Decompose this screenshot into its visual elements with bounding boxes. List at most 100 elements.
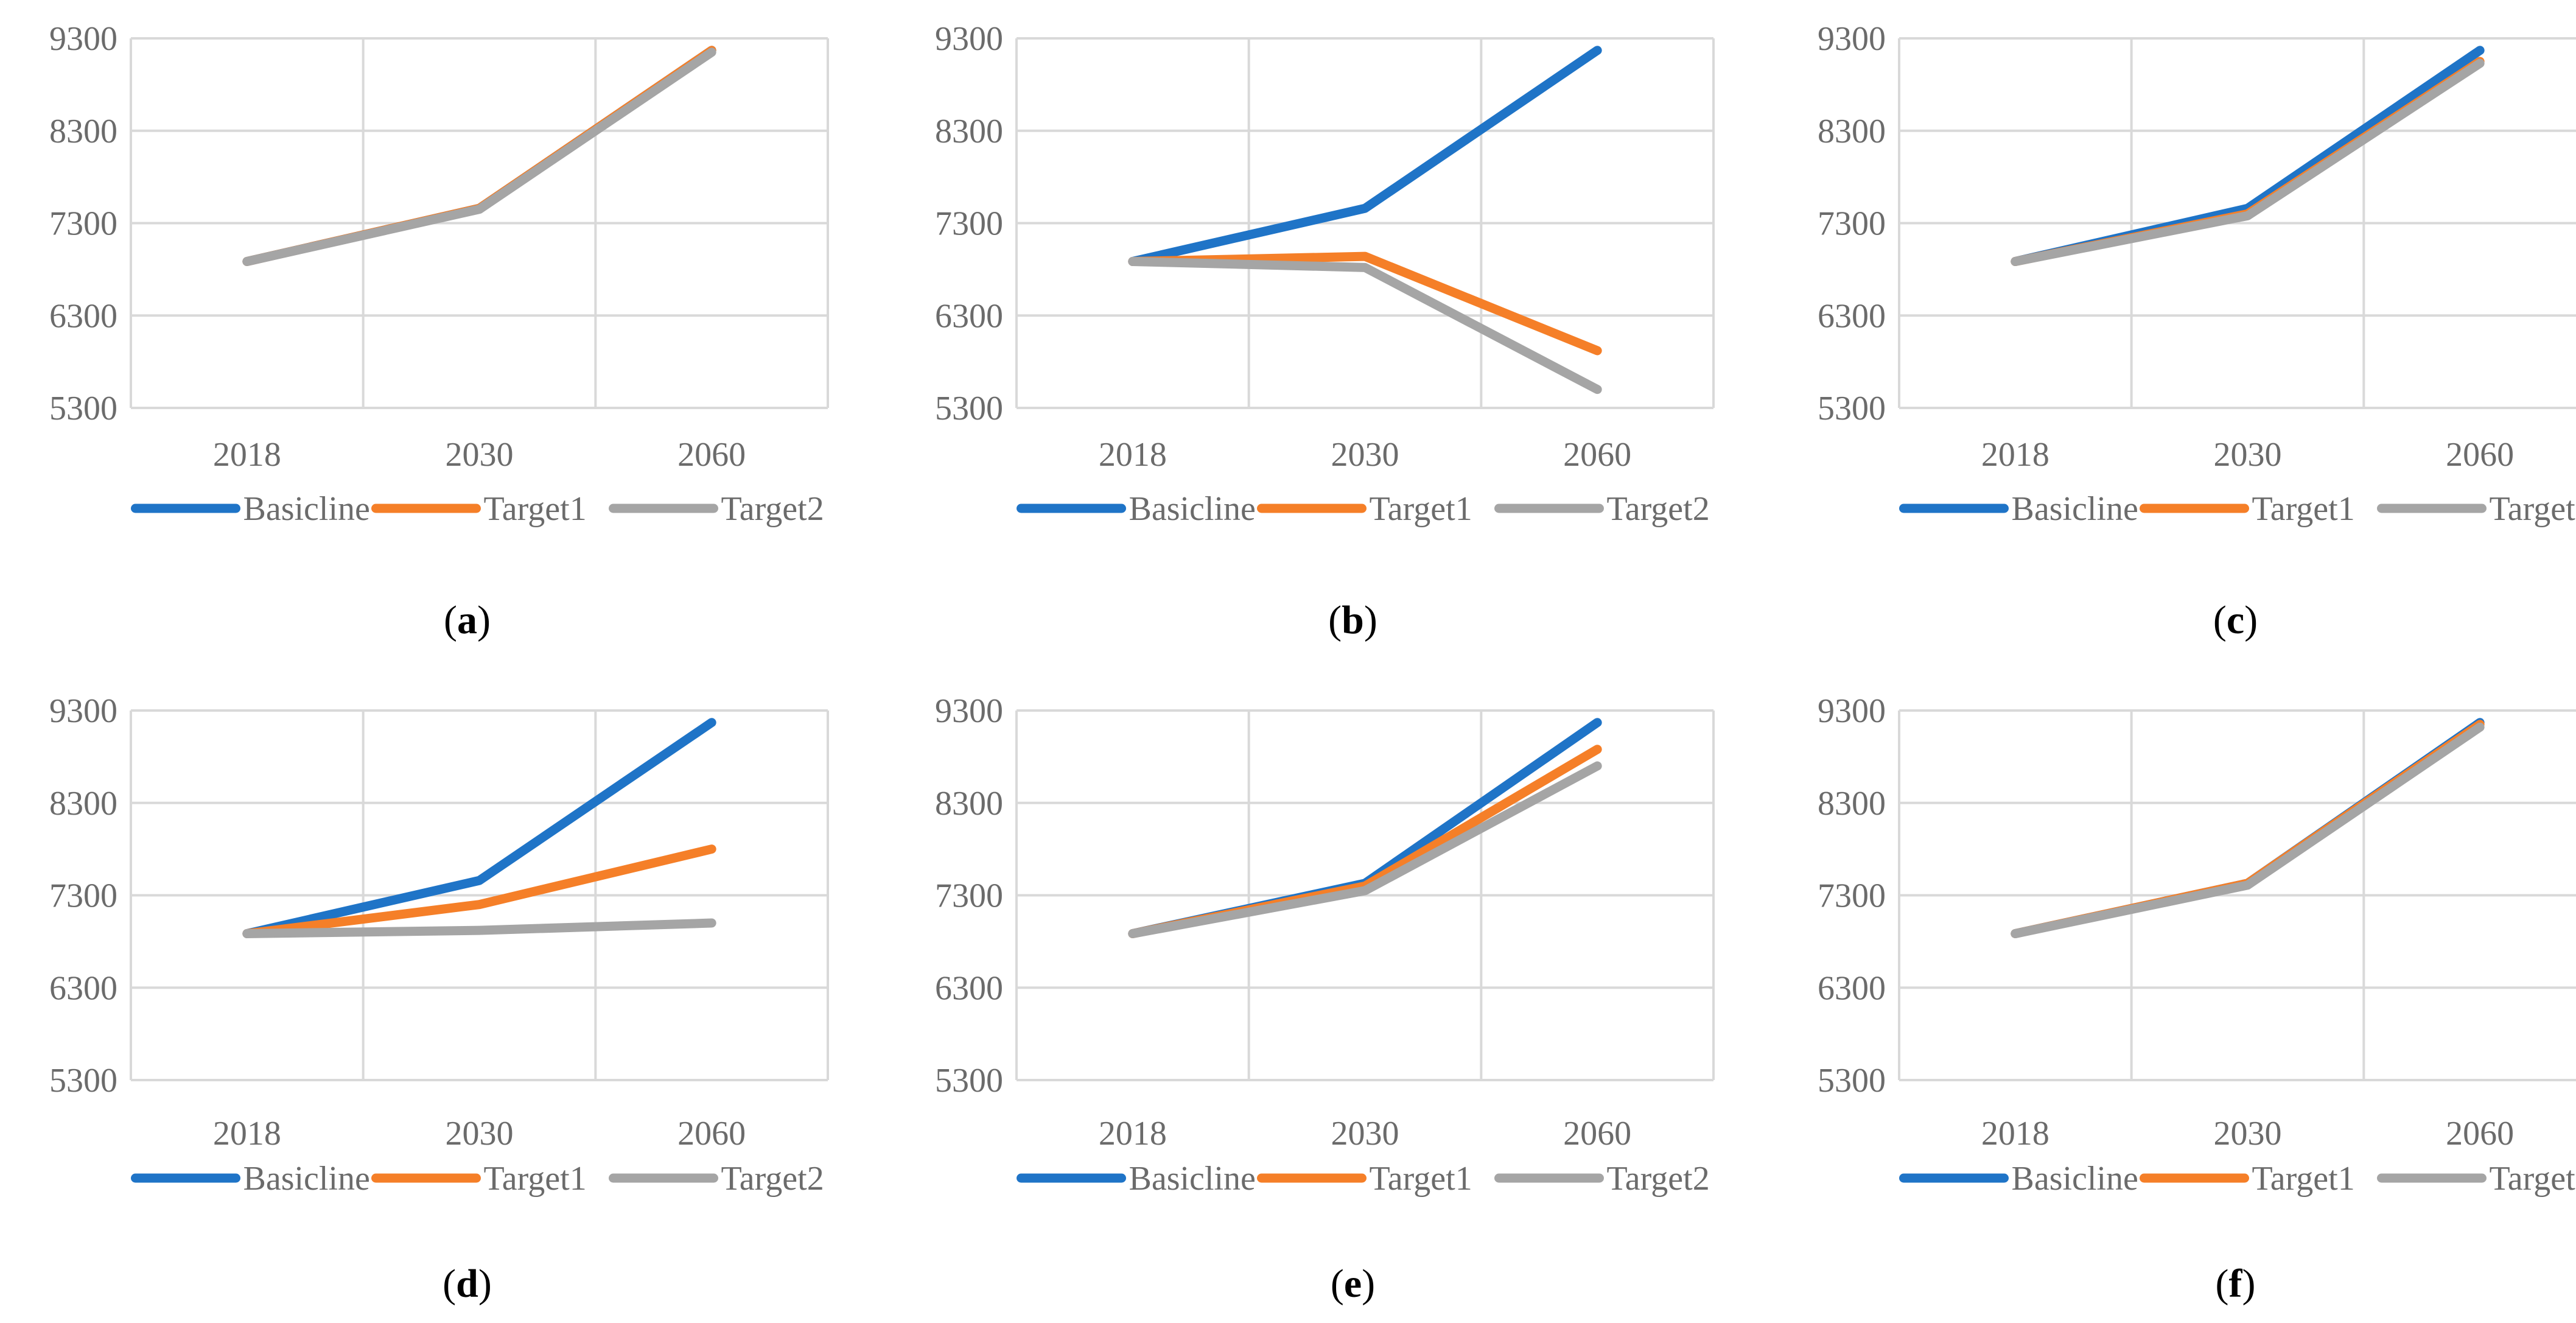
caption-open: (: [1328, 598, 1342, 642]
y-tick-label: 9300: [1818, 20, 1886, 58]
y-tick-label: 7300: [49, 877, 117, 915]
legend-label-target2: Target2: [721, 1160, 824, 1198]
legend: Basicline Target1 Target2: [1017, 490, 1710, 528]
y-tick-label: 5300: [49, 1062, 117, 1100]
chart-panel-f: 9300 8300 7300 6300 5300 2018 2030 2060 Basiclin…: [1818, 692, 2576, 1306]
x-tick-label: 2060: [2446, 436, 2514, 474]
caption-close: ): [2242, 1262, 2255, 1306]
y-tick-label: 8300: [935, 113, 1003, 150]
caption-letter: e: [1344, 1262, 1362, 1306]
caption-letter: c: [2227, 598, 2244, 642]
y-tick-label: 5300: [1818, 390, 1886, 427]
x-tick-label: 2018: [1981, 1115, 2049, 1153]
caption-open: (: [444, 598, 457, 642]
x-tick-label: 2018: [213, 436, 281, 474]
x-tick-label: 2018: [1099, 1115, 1167, 1153]
x-tick-label: 2060: [677, 436, 746, 474]
y-tick-label: 5300: [935, 1062, 1003, 1100]
legend-label-target1: Target1: [2252, 1160, 2355, 1198]
caption-letter: d: [456, 1262, 478, 1306]
y-tick-label: 7300: [935, 205, 1003, 243]
y-tick-label: 8300: [935, 785, 1003, 823]
y-tick-label: 5300: [1818, 1062, 1886, 1100]
series-line-basicline: [242, 46, 716, 266]
x-tick-label: 2018: [1099, 436, 1167, 474]
legend-label-basicline: Basicline: [1129, 1160, 1256, 1198]
x-tick-label: 2030: [2214, 1115, 2282, 1153]
x-tick-label: 2060: [677, 1115, 746, 1153]
legend-label-target2: Target2: [1607, 1160, 1710, 1198]
y-tick-label: 6300: [49, 969, 117, 1007]
series-line-target2: [1128, 256, 1602, 395]
x-tick-label: 2030: [1331, 436, 1399, 474]
legend-label-target2: Target2: [1607, 490, 1710, 528]
panel-caption: (a): [444, 598, 491, 642]
panel-caption: (e): [1331, 1262, 1375, 1306]
caption-close: ): [2244, 598, 2258, 642]
y-tick-label: 6300: [1818, 969, 1886, 1007]
legend-label-target1: Target1: [484, 490, 587, 528]
y-tick-label: 9300: [1818, 692, 1886, 730]
x-tick-label: 2018: [1981, 436, 2049, 474]
legend: Basicline Target1 Target2: [131, 1160, 824, 1198]
series-line-target2: [1128, 761, 1602, 938]
y-tick-label: 9300: [49, 692, 117, 730]
legend: Basicline Target1 Target2: [131, 490, 824, 528]
legend: Basicline Target1 Target2: [1017, 1160, 1710, 1198]
series-line-target2: [2011, 58, 2485, 266]
caption-open: (: [443, 1262, 456, 1306]
legend-label-target1: Target1: [484, 1160, 587, 1198]
caption-letter: a: [457, 598, 477, 642]
chart-panel-e: 9300 8300 7300 6300 5300 2018 2030 2060 Basiclin…: [935, 692, 1715, 1306]
series-line-basicline: [2011, 718, 2485, 938]
panel-caption: (f): [2216, 1262, 2256, 1306]
y-tick-label: 5300: [935, 390, 1003, 427]
x-tick-label: 2030: [446, 436, 514, 474]
x-tick-label: 2030: [446, 1115, 514, 1153]
x-tick-label: 2060: [1563, 436, 1631, 474]
legend-label-target2: Target2: [721, 490, 824, 528]
legend-label-basicline: Basicline: [243, 490, 370, 528]
panel-caption: (d): [443, 1262, 492, 1306]
x-tick-label: 2018: [213, 1115, 281, 1153]
chart-panel-d: 9300 8300 7300 6300 5300 2018 2030 2060 Basiclin…: [49, 692, 829, 1306]
legend-label-basicline: Basicline: [243, 1160, 370, 1198]
chart-panel-b: 9300 8300 7300 6300 5300 2018 2030 2060 Basiclin…: [935, 20, 1715, 642]
x-tick-label: 2060: [2446, 1115, 2514, 1153]
caption-letter: f: [2229, 1262, 2243, 1306]
legend-label-target1: Target1: [2252, 490, 2355, 528]
caption-open: (: [2213, 598, 2227, 642]
y-tick-label: 8300: [49, 113, 117, 150]
y-tick-label: 8300: [1818, 113, 1886, 150]
caption-close: ): [1362, 1262, 1375, 1306]
y-tick-label: 9300: [935, 692, 1003, 730]
legend: Basicline Target1 Target2: [1899, 1160, 2576, 1198]
caption-open: (: [1331, 1262, 1344, 1306]
caption-open: (: [2216, 1262, 2229, 1306]
y-tick-label: 9300: [49, 20, 117, 58]
y-tick-label: 7300: [935, 877, 1003, 915]
series-line-basicline: [1128, 718, 1602, 938]
series-line-target1: [2011, 57, 2485, 266]
legend: Basicline Target1 Target2: [1899, 490, 2576, 528]
chart-panel-a: 9300 8300 7300 6300 5300 2018 2030 2060 Basiclin…: [49, 20, 829, 642]
y-tick-label: 8300: [1818, 785, 1886, 823]
y-tick-label: 7300: [49, 205, 117, 243]
series-line-target1: [2011, 720, 2485, 938]
series-line-target1: [242, 844, 716, 938]
series-line-target2: [2011, 722, 2485, 938]
y-tick-label: 6300: [49, 297, 117, 335]
y-tick-label: 8300: [49, 785, 117, 823]
series-line-target2: [242, 47, 716, 266]
y-tick-label: 7300: [1818, 877, 1886, 915]
panel-caption: (b): [1328, 598, 1377, 642]
legend-label-target2: Target2: [2490, 1160, 2576, 1198]
series-line-basicline: [2011, 46, 2485, 266]
legend-label-target1: Target1: [1370, 1160, 1472, 1198]
panel-caption: (c): [2213, 598, 2258, 642]
series-line-basicline: [242, 718, 716, 938]
legend-label-basicline: Basicline: [2012, 1160, 2138, 1198]
caption-close: ): [478, 1262, 492, 1306]
y-tick-label: 9300: [935, 20, 1003, 58]
